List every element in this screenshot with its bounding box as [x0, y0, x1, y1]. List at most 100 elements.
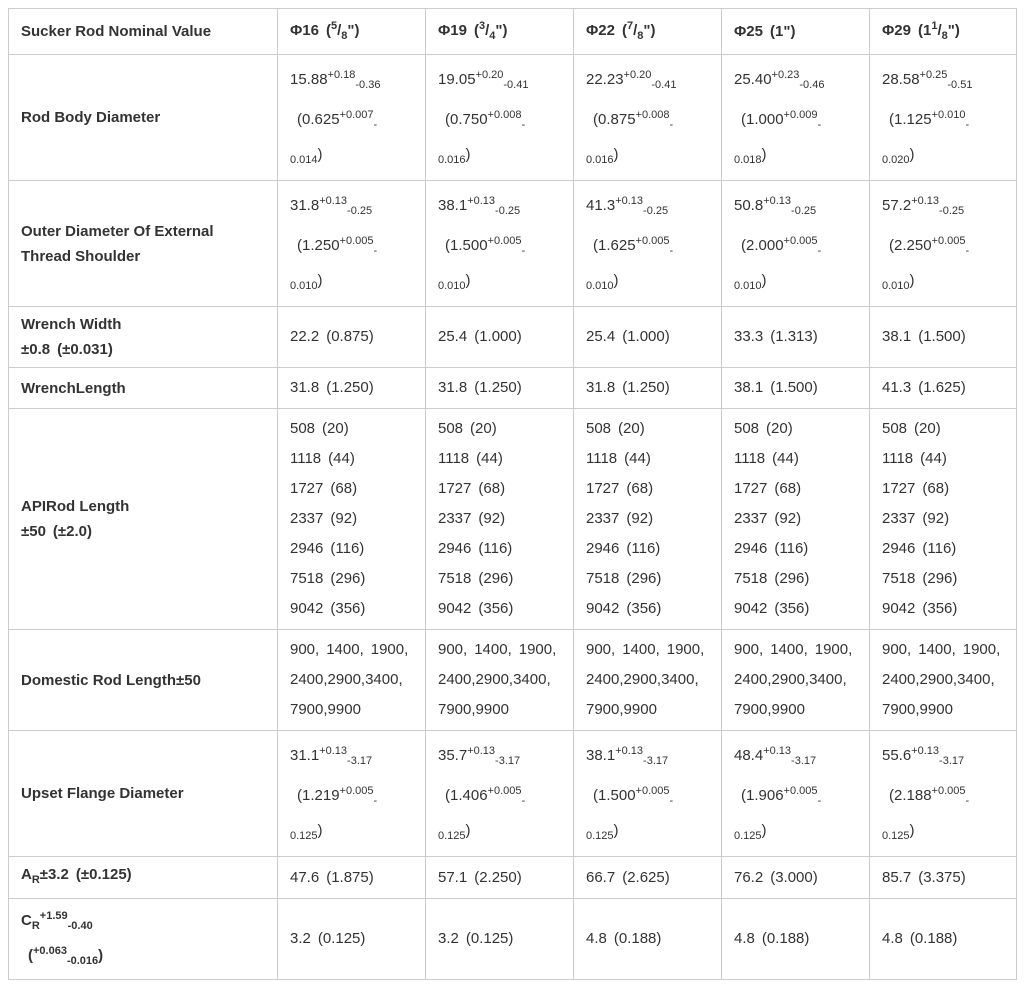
- fullwidth-punctuation: ): [664, 328, 670, 345]
- cell-line: Φ25 (1"): [734, 23, 796, 40]
- spec-cell: 900, 1400, 1900, 2400,2900,3400, 7900,9900: [721, 629, 870, 731]
- cell-line: 1727 (68): [882, 480, 950, 497]
- fullwidth-punctuation: (: [297, 787, 302, 804]
- spec-cell: 900, 1400, 1900, 2400,2900,3400, 7900,9900: [277, 629, 426, 731]
- spec-cell: 50.8+0.13-0.25 (2.000+0.005-0.010): [721, 180, 870, 307]
- cell-line: 1118 (44): [438, 450, 503, 467]
- fullwidth-punctuation: (: [618, 420, 624, 437]
- fullwidth-punctuation: (: [889, 111, 894, 128]
- fullwidth-punctuation: ): [954, 22, 960, 39]
- cell-line: 31.8 (1.250): [586, 379, 670, 396]
- fullwidth-punctuation: (: [622, 379, 628, 396]
- fullwidth-punctuation: (: [626, 570, 632, 587]
- fullwidth-punctuation: (: [465, 930, 471, 947]
- tolerance-superscript: +0.005: [487, 235, 522, 247]
- spec-cell: 31.8 (1.250): [425, 367, 574, 409]
- cell-line: WrenchLength: [21, 379, 126, 397]
- cell-line: Outer Diameter Of External Thread Should…: [21, 222, 214, 265]
- fullwidth-punctuation: (: [445, 237, 450, 254]
- tolerance-superscript: +0.13: [763, 195, 792, 207]
- fullwidth-punctuation: (: [922, 480, 928, 497]
- tolerance-subscript: -3.17: [495, 755, 521, 767]
- cell-line: 7518 (296): [882, 570, 958, 587]
- cell-line: 1118 (44): [882, 450, 947, 467]
- fullwidth-punctuation: (: [770, 868, 776, 886]
- fullwidth-punctuation: (: [57, 341, 63, 358]
- fullwidth-punctuation: (: [317, 930, 323, 947]
- tolerance-subscript: -3.17: [347, 755, 373, 767]
- fullwidth-punctuation: ): [87, 523, 93, 540]
- fullwidth-punctuation: ): [656, 600, 662, 617]
- column-header: Φ22 (7/8"): [573, 8, 722, 55]
- spec-cell: 4.8 (0.188): [869, 898, 1017, 980]
- cell-line: 38.1 (1.500): [882, 328, 966, 345]
- tolerance-subscript: -0.014: [290, 119, 378, 166]
- spec-cell: 76.2 (3.000): [721, 856, 870, 899]
- column-header: Φ19 (3/4"): [425, 8, 574, 55]
- fullwidth-punctuation: ): [507, 540, 513, 557]
- cell-line: 2337 (92): [438, 510, 506, 527]
- tolerance-superscript: +0.008: [487, 109, 522, 121]
- spec-cell: 22.23+0.20-0.41 (0.875+0.008-0.016): [573, 54, 722, 181]
- table-row: Rod Body Diameter 15.88+0.18-0.36 (0.625+0…: [8, 54, 1017, 181]
- spec-cell: 4.8 (0.188): [721, 898, 870, 980]
- fullwidth-punctuation: ): [500, 480, 506, 497]
- spec-cell: 31.8 (1.250): [277, 367, 426, 409]
- cell-line: 1118 (44): [734, 450, 799, 467]
- cell-line: 2337 (92): [290, 510, 358, 527]
- spec-cell: 508 (20) 1118 (44) 1727 (68) 2337 (92) 2946 (116)…: [869, 408, 1017, 630]
- fullwidth-punctuation: (: [774, 570, 780, 587]
- fullwidth-punctuation: (: [478, 600, 484, 617]
- fullwidth-punctuation: (: [918, 379, 924, 396]
- fullwidth-punctuation: (: [478, 540, 484, 557]
- fullwidth-punctuation: (: [770, 379, 776, 396]
- tolerance-subscript: -0.016: [586, 119, 674, 166]
- fullwidth-punctuation: ): [793, 450, 799, 467]
- fullwidth-punctuation: (: [766, 420, 772, 437]
- fullwidth-punctuation: ): [960, 328, 966, 345]
- tolerance-superscript: +0.13: [319, 745, 348, 757]
- fullwidth-punctuation: ): [368, 379, 374, 396]
- cell-line: 1727 (68): [586, 480, 654, 497]
- row-label: Outer Diameter Of External Thread Should…: [8, 180, 278, 307]
- tolerance-subscript: -3.17: [791, 755, 817, 767]
- cell-line: (1.125+0.010-0.020): [882, 109, 970, 166]
- cell-line: Rod Body Diameter: [21, 109, 161, 126]
- cell-line: (1.500+0.005-0.010): [438, 235, 526, 292]
- fullwidth-punctuation: (: [914, 420, 920, 437]
- tolerance-subscript: -0.40: [67, 920, 93, 932]
- tolerance-superscript: +0.005: [931, 785, 966, 797]
- fullwidth-punctuation: ): [613, 272, 619, 289]
- row-label: Upset Flange Diameter: [8, 730, 278, 857]
- fullwidth-punctuation: (: [918, 328, 924, 345]
- cell-line: 2400,2900,3400,: [438, 671, 551, 688]
- spec-cell: 508 (20) 1118 (44) 1727 (68) 2337 (92) 2946 (116)…: [721, 408, 870, 630]
- cell-line: 4.8 (0.188): [586, 930, 662, 947]
- cell-line: 25.4 (1.000): [586, 328, 670, 345]
- fullwidth-punctuation: ): [645, 450, 651, 467]
- spec-cell: 35.7+0.13-3.17 (1.406+0.005-0.125): [425, 730, 574, 857]
- fullwidth-punctuation: (: [470, 420, 476, 437]
- tolerance-superscript: 5: [331, 20, 338, 32]
- fullwidth-punctuation: ): [508, 930, 514, 947]
- cell-line: 50.8+0.13-0.25: [734, 195, 817, 217]
- spec-cell: 38.1 (1.500): [721, 367, 870, 409]
- fullwidth-punctuation: ): [960, 868, 966, 886]
- cell-line: (0.625+0.007-0.014): [290, 109, 378, 166]
- spec-cell: 15.88+0.18-0.36 (0.625+0.007-0.014): [277, 54, 426, 181]
- cell-line: 31.8 (1.250): [290, 379, 374, 396]
- tolerance-subscript: -0.010: [438, 245, 526, 292]
- table-row: Outer Diameter Of External Thread Should…: [8, 180, 1017, 307]
- fullwidth-punctuation: (: [774, 600, 780, 617]
- spec-cell: 31.8 (1.250): [573, 367, 722, 409]
- fullwidth-punctuation: ): [107, 341, 113, 358]
- row-label: AR±3.2 (±0.125): [8, 856, 278, 899]
- cell-line: 66.7 (2.625): [586, 868, 670, 886]
- cell-line: 22.2 (0.875): [290, 328, 374, 345]
- cell-line: (1.000+0.009-0.018): [734, 109, 822, 166]
- cell-line: ±0.8 (±0.031): [21, 341, 113, 358]
- fullwidth-punctuation: ): [909, 272, 915, 289]
- fullwidth-punctuation: ): [909, 146, 915, 163]
- fullwidth-punctuation: ): [352, 510, 358, 527]
